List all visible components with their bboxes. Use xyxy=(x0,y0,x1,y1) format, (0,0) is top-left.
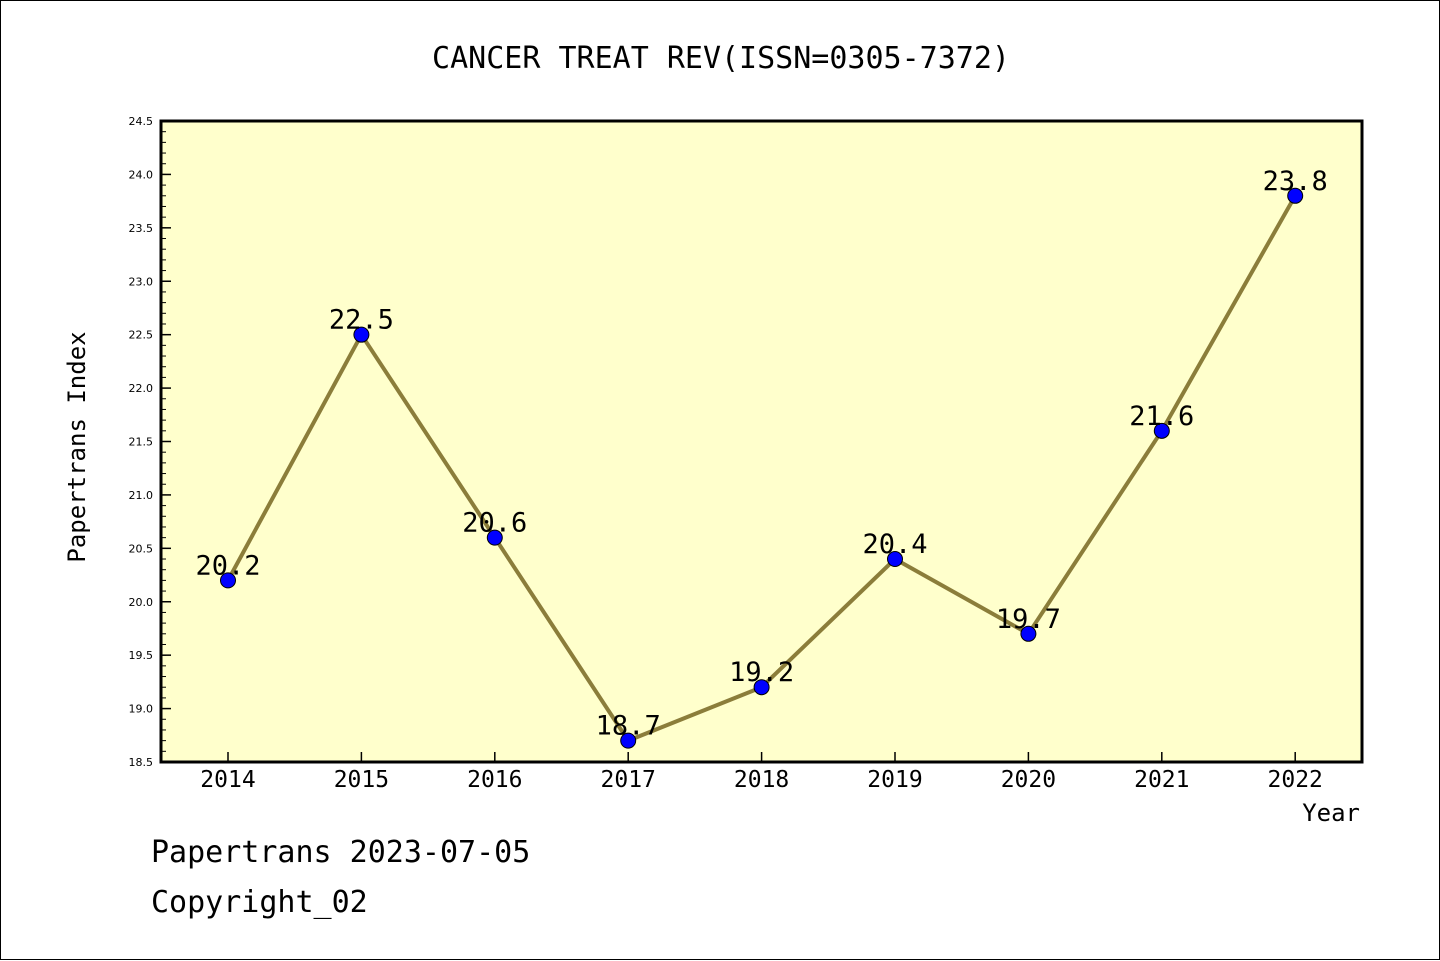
y-tick-label: 18.5 xyxy=(129,756,154,769)
data-point xyxy=(486,529,503,546)
data-label: 22.5 xyxy=(329,305,394,336)
plot-area xyxy=(161,121,1362,762)
x-axis-ticks: 2014 2015 2016 2017 2018 2019 2020 2021 2022 xyxy=(200,752,1323,793)
data-label: 18.7 xyxy=(596,711,661,742)
x-tick-label: 2016 xyxy=(467,767,522,793)
x-axis-label: Year xyxy=(1302,799,1360,827)
data-point xyxy=(1153,422,1170,439)
y-tick-label: 21.0 xyxy=(129,489,154,502)
y-axis-ticks: 18.5 19.0 19.5 20.0 20.5 21.0 21.5 22.0 22.5 23.0… xyxy=(129,115,171,769)
y-tick-label: 22.0 xyxy=(129,382,154,395)
data-point xyxy=(1287,187,1304,204)
data-label: 20.4 xyxy=(862,529,927,560)
footer-copyright-text: Copyright_02 xyxy=(151,885,368,920)
y-tick-label: 23.5 xyxy=(129,222,154,235)
data-label: 21.6 xyxy=(1129,401,1194,432)
footer-date-text: Papertrans 2023-07-05 xyxy=(151,835,531,870)
x-tick-label: 2022 xyxy=(1268,767,1323,793)
data-label: 19.7 xyxy=(996,604,1061,635)
data-label: 23.8 xyxy=(1263,166,1328,197)
y-axis-label: Papertrans Index xyxy=(63,331,91,562)
y-tick-label: 19.0 xyxy=(129,703,154,716)
plot-border xyxy=(159,119,1364,764)
data-markers xyxy=(220,187,1304,749)
y-tick-label: 20.0 xyxy=(129,596,154,609)
data-point xyxy=(887,551,903,568)
x-tick-label: 2018 xyxy=(734,767,789,793)
data-point xyxy=(353,326,370,343)
data-point xyxy=(620,732,637,749)
y-tick-label: 24.0 xyxy=(129,168,154,181)
x-tick-label: 2015 xyxy=(334,767,389,793)
y-tick-label: 21.5 xyxy=(129,436,154,449)
y-tick-label: 20.5 xyxy=(129,542,154,555)
data-labels: 20.2 22.5 20.6 18.7 19.2 20.4 19.7 21.6 23.8 xyxy=(195,166,1327,742)
data-label: 20.6 xyxy=(462,508,527,539)
data-point xyxy=(753,679,770,696)
y-tick-label: 23.0 xyxy=(129,275,154,288)
y-tick-label: 24.5 xyxy=(129,115,154,128)
data-point xyxy=(1020,625,1037,642)
data-point xyxy=(220,572,236,589)
data-label: 19.2 xyxy=(729,657,794,688)
x-tick-label: 2014 xyxy=(200,767,255,793)
chart-title: CANCER TREAT REV(ISSN=0305-7372) xyxy=(432,41,1010,76)
y-tick-label: 19.5 xyxy=(129,649,154,662)
data-label: 20.2 xyxy=(195,550,260,581)
x-tick-label: 2017 xyxy=(601,767,656,793)
x-tick-label: 2019 xyxy=(867,767,922,793)
x-tick-label: 2021 xyxy=(1134,767,1189,793)
y-tick-label: 22.5 xyxy=(129,329,154,342)
x-tick-label: 2020 xyxy=(1001,767,1056,793)
